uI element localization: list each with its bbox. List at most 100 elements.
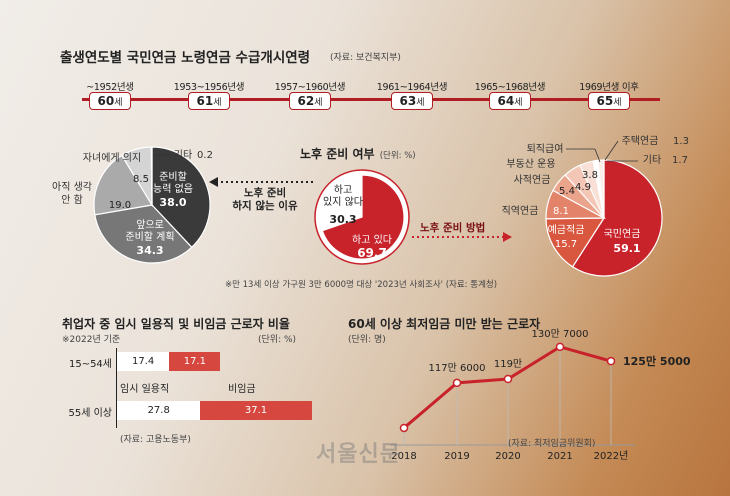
timeline-age-unit: 세 <box>416 98 425 108</box>
pie-right-value-7: 1.7 <box>672 155 688 166</box>
pie-right-value-3: 5.4 <box>559 186 575 197</box>
pie-left-value-1: 34.3 <box>136 244 163 257</box>
line-x-tick-4: 2022년 <box>594 450 629 462</box>
pie-right-value-1: 15.7 <box>555 239 577 250</box>
timeline-birth-4: 1965~1968년생 <box>474 82 546 93</box>
pie-right-value-6: 1.3 <box>673 136 689 147</box>
timeline-age-2: 62세 <box>289 92 331 110</box>
timeline-source: (자료: 보건복지부) <box>330 53 401 63</box>
pie-slice-1 <box>545 217 606 268</box>
line-point-1 <box>452 378 462 388</box>
pie-left-label-4: 기타 <box>174 149 192 161</box>
timeline-age-3: 63세 <box>391 92 433 110</box>
arrow-right-head <box>503 232 512 242</box>
emp-bar-0-1: 17.1 <box>169 352 221 371</box>
pie-left-label-3: 자녀에게 의지 <box>83 152 141 164</box>
emp-bar-1-1: 37.1 <box>200 401 312 420</box>
timeline-age-value: 62 <box>297 94 315 108</box>
timeline-birth-3: 1961~1964년생 <box>376 82 448 93</box>
timeline-age-unit: 세 <box>114 98 123 108</box>
pie-left-label-2: 안 함 <box>61 194 83 206</box>
pie-left-label-0: 능력 없음 <box>153 182 193 195</box>
emp-legend-temp: 임시 일용직 <box>120 384 170 395</box>
minwage-unit: (단위: 명) <box>348 335 386 345</box>
timeline-title: 출생연도별 국민연금 노령연금 수급개시연령 <box>60 50 311 66</box>
line-value-label-2: 119만 <box>494 358 522 370</box>
leader <box>604 140 619 161</box>
pie-center-value-0: 30.3 <box>329 213 356 226</box>
pie-prep-methods: 국민연금 59.1 예금적금 15.7 8.1 5.4 4.93.8 직역연금 사적연금 부동산 … <box>502 135 689 277</box>
emp-bar-1-0: 27.8 <box>117 401 201 420</box>
minwage-title: 60세 이상 최저임금 미만 받는 근로자 <box>348 317 541 331</box>
line-x-tick-3: 2021 <box>547 451 572 462</box>
arrow-left-label-line2: 하지 않는 이유 <box>232 200 298 212</box>
pie-right-label-5: 퇴직급여 <box>527 143 564 155</box>
retire-unit: (단위: %) <box>379 151 416 161</box>
retire-title: 노후 준비 여부 <box>300 147 375 161</box>
pie-left-label-1: 앞으로 <box>136 219 164 231</box>
line-value-label-4: 125만 5000 <box>623 354 691 368</box>
pie-left-label-1: 준비할 계획 <box>125 231 174 243</box>
pie-slice-0 <box>151 146 211 249</box>
line-point-0 <box>399 423 409 433</box>
leader <box>594 148 601 163</box>
minwage-line-chart: 20182019202020212022년101만 2000117만 60001… <box>390 328 691 462</box>
pie-right-value-5: 3.8 <box>582 170 598 181</box>
emp-category-1: 55세 이상 <box>68 408 112 419</box>
emp-note: ※2022년 기준 <box>62 335 121 345</box>
pie-right-label-6: 주택연금 <box>622 135 659 147</box>
timeline-age-value: 63 <box>399 94 417 108</box>
emp-legend-nonwage: 비임금 <box>228 384 256 395</box>
line-x-tick-2: 2020 <box>495 451 520 462</box>
retire-title-wrap: 노후 준비 여부 (단위: %) <box>300 143 460 162</box>
pie-slice-1 <box>321 174 405 260</box>
timeline-age-value: 60 <box>97 94 115 108</box>
pie-slice-7 <box>597 159 605 219</box>
line-point-2 <box>503 374 513 384</box>
pie-right-value-2: 8.1 <box>553 206 569 217</box>
pie-left-value-4: 0.2 <box>197 150 213 161</box>
emp-bar-0-0: 17.4 <box>117 352 170 371</box>
timeline-age-0: 60세 <box>89 92 131 110</box>
emp-source: (자료: 고용노동부) <box>120 435 191 445</box>
pie-left-label-0: 준비할 <box>159 171 187 183</box>
pie-center-label-0: 하고 <box>334 183 352 196</box>
pie-slice-4 <box>150 146 153 206</box>
arrow-left-head <box>209 177 218 187</box>
watermark: 서울신문 <box>316 442 401 467</box>
pie-slice-0 <box>319 174 363 232</box>
pie-right-label-3: 사적연금 <box>514 174 551 186</box>
pie-slice-2 <box>93 154 153 216</box>
emp-axis <box>116 348 117 428</box>
arrow-left-label: 노후 준비 하지 않는 이유 <box>220 187 310 213</box>
pie-center-label-1: 하고 있다 <box>352 233 392 246</box>
pie-left-value-2: 19.0 <box>109 200 131 211</box>
timeline-age-unit: 세 <box>613 98 622 108</box>
pie-right-label-0: 국민연금 <box>604 228 641 240</box>
emp-unit: (단위: %) <box>258 335 297 345</box>
pie-right-label-4: 부동산 운용 <box>506 158 555 170</box>
pie-left-label-2: 아직 생각 <box>52 181 92 193</box>
timeline-age-unit: 세 <box>213 98 222 108</box>
line-value-label-1: 117만 6000 <box>429 362 486 374</box>
timeline-line <box>82 98 660 101</box>
line-value-label-3: 130만 7000 <box>532 328 589 340</box>
arrow-left-label-line1: 노후 준비 <box>243 187 287 199</box>
pie-left-value-0: 38.0 <box>159 196 186 209</box>
timeline-age-value: 65 <box>596 94 614 108</box>
pie-right-label-2: 직역연금 <box>502 205 539 217</box>
line-x-tick-0: 2018 <box>391 451 416 462</box>
timeline-age-value: 61 <box>196 94 214 108</box>
timeline-age-unit: 세 <box>514 98 523 108</box>
pie-right-value-0: 59.1 <box>613 242 640 255</box>
arrow-right-label: 노후 준비 방법 <box>420 222 486 234</box>
minwage-source: (자료: 최저임금위원회) <box>508 439 596 449</box>
pie-right-label-1: 예금적금 <box>548 224 585 236</box>
timeline-age-5: 65세 <box>588 92 630 110</box>
timeline-birth-5: 1969년생 이후 <box>579 82 639 93</box>
line-x-tick-1: 2019 <box>444 451 469 462</box>
retire-note: ※만 13세 이상 가구원 3만 6000명 대상 '2023년 사회조사' (… <box>225 280 498 290</box>
timeline-birth-2: 1957~1960년생 <box>274 82 346 93</box>
